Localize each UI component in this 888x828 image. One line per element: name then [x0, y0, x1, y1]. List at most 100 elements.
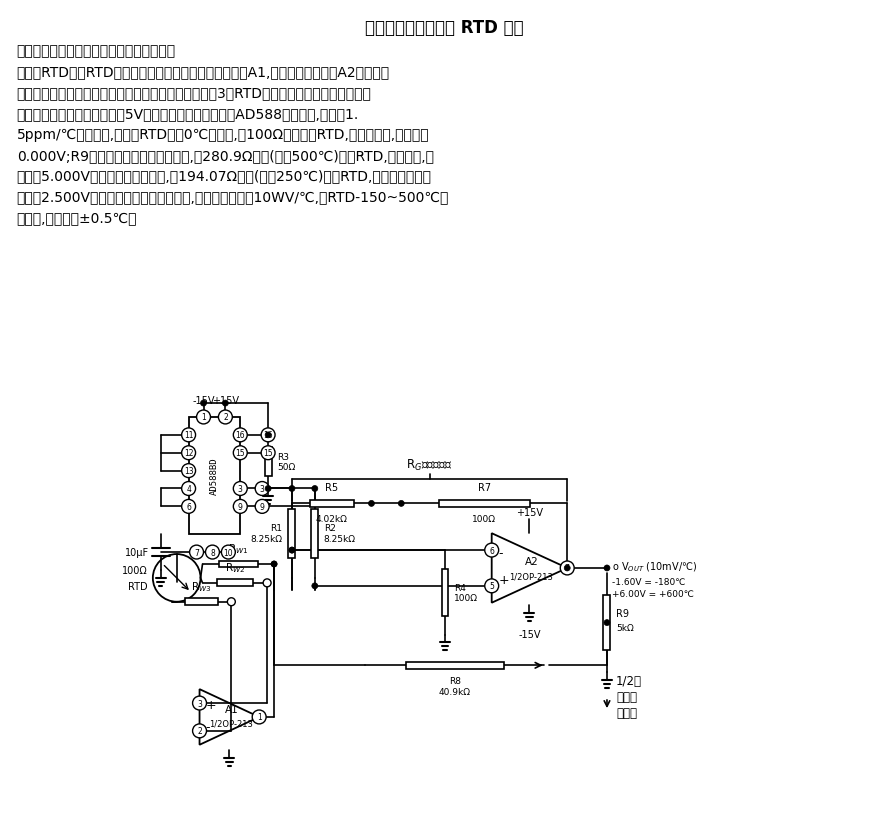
Text: 4.02kΩ: 4.02kΩ	[316, 515, 347, 523]
Text: 5ppm/℃。校准时,首先将RTD插入0℃的冰中,用100Ω电阻代曽RTD,调零电位器,供输出为: 5ppm/℃。校准时,首先将RTD插入0℃的冰中,用100Ω电阻代曽RTD,调零…	[17, 128, 429, 142]
Text: 15: 15	[235, 449, 245, 458]
Text: 1: 1	[202, 413, 206, 422]
Text: 8: 8	[210, 548, 215, 557]
Text: R4
100Ω: R4 100Ω	[454, 583, 478, 602]
Text: 3: 3	[259, 484, 265, 493]
Circle shape	[266, 486, 271, 492]
Bar	[439, 500, 530, 508]
Bar	[188, 417, 241, 535]
Text: 电路为超高精度线性 RTD 传感: 电路为超高精度线性 RTD 传感	[365, 19, 523, 36]
Text: 器温度计放大电路。电路通过反馈小量输出: 器温度计放大电路。电路通过反馈小量输出	[17, 45, 176, 59]
Text: 3: 3	[238, 484, 242, 493]
Circle shape	[222, 401, 228, 407]
Text: AD588BD: AD588BD	[210, 457, 219, 495]
Text: -1.60V = -180℃: -1.60V = -180℃	[612, 578, 686, 587]
Circle shape	[604, 620, 610, 626]
Text: R$_{W1}$: R$_{W1}$	[228, 542, 249, 556]
Text: 电压为5.000V。非线性输出校准时,用194.07Ω电阻(等于250℃)代曽RTD,调线性电位器供: 电压为5.000V。非线性输出校准时,用194.07Ω电阻(等于250℃)代曽R…	[17, 170, 432, 184]
Text: 10: 10	[224, 548, 234, 557]
Text: 5kΩ: 5kΩ	[616, 623, 634, 633]
Circle shape	[604, 566, 610, 571]
Circle shape	[271, 561, 277, 567]
Circle shape	[261, 446, 275, 460]
Text: R3
50Ω: R3 50Ω	[277, 452, 296, 472]
Text: 3: 3	[197, 699, 202, 708]
Text: 0.000V;R9线性调节电位器放中间位置,用280.9Ω电阻(等于500℃)代曽RTD,调满量程,供: 0.000V;R9线性调节电位器放中间位置,用280.9Ω电阻(等于500℃)代…	[17, 148, 433, 162]
Circle shape	[261, 428, 275, 442]
Text: 12: 12	[184, 449, 194, 458]
Circle shape	[201, 401, 207, 407]
Circle shape	[234, 482, 247, 496]
Circle shape	[369, 501, 375, 507]
Text: 7: 7	[565, 564, 570, 573]
Text: 1: 1	[257, 713, 262, 721]
Text: A1: A1	[225, 704, 238, 714]
Text: 15: 15	[264, 449, 273, 458]
Bar	[312, 509, 318, 558]
Bar	[185, 599, 218, 605]
Text: 6: 6	[489, 546, 494, 555]
Bar	[406, 662, 504, 669]
Text: 量范围,精度优于±0.5℃。: 量范围,精度优于±0.5℃。	[17, 211, 137, 225]
Circle shape	[193, 696, 207, 710]
Text: 1/2OP-213: 1/2OP-213	[510, 571, 553, 580]
Circle shape	[182, 428, 195, 442]
Circle shape	[221, 546, 235, 560]
Text: 100Ω: 100Ω	[123, 566, 148, 575]
Text: 信号至RTD，使RTD桥线性化。图中桥的左臂驱动放大器A1,桥的右臂同样驱动A2放大器零: 信号至RTD，使RTD桥线性化。图中桥的左臂驱动放大器A1,桥的右臂同样驱动A2…	[17, 65, 390, 79]
Circle shape	[263, 579, 271, 587]
Text: 4: 4	[186, 484, 191, 493]
Text: -: -	[205, 720, 210, 734]
Text: -15V: -15V	[193, 396, 215, 406]
Text: 13: 13	[184, 466, 194, 475]
Text: +6.00V = +600℃: +6.00V = +600℃	[612, 590, 694, 599]
Circle shape	[289, 486, 295, 492]
Text: 100Ω: 100Ω	[472, 515, 496, 523]
Circle shape	[255, 500, 269, 513]
Text: 压，这样就消除了放大器共模电压变化所产生的误差。3线RTD用于平衡桥双臂导线电阻，这: 压，这样就消除了放大器共模电压变化所产生的误差。3线RTD用于平衡桥双臂导线电阻…	[17, 86, 371, 100]
Circle shape	[196, 411, 210, 425]
Circle shape	[485, 579, 499, 593]
Circle shape	[193, 724, 207, 738]
Text: 2: 2	[197, 726, 202, 735]
Text: -15V: -15V	[519, 628, 541, 638]
Text: R$_{W2}$: R$_{W2}$	[225, 561, 245, 575]
Text: 输出为2.500V。调满量程和半量程再校准,供放大器输出为10WV/℃,在RTD-150~500℃测: 输出为2.500V。调满量程和半量程再校准,供放大器输出为10WV/℃,在RTD…	[17, 190, 449, 205]
Text: R$_{W3}$: R$_{W3}$	[191, 580, 212, 593]
Text: 10μF: 10μF	[124, 547, 149, 557]
Bar	[604, 595, 610, 650]
Text: 1/2量: 1/2量	[616, 675, 642, 687]
Circle shape	[266, 432, 271, 438]
Text: 6: 6	[186, 503, 191, 511]
Circle shape	[289, 547, 295, 553]
Text: +: +	[205, 698, 216, 710]
Text: 16: 16	[264, 431, 273, 440]
Text: o V$_{OUT}$ (10mV/℃): o V$_{OUT}$ (10mV/℃)	[612, 560, 697, 573]
Circle shape	[252, 710, 266, 724]
Bar	[217, 580, 252, 586]
Text: +15V: +15V	[212, 396, 239, 406]
Circle shape	[190, 546, 203, 560]
Circle shape	[234, 446, 247, 460]
Text: R5: R5	[325, 483, 338, 493]
Circle shape	[218, 411, 233, 425]
Circle shape	[271, 561, 277, 567]
Text: +: +	[499, 574, 510, 587]
Bar	[441, 570, 448, 616]
Circle shape	[234, 428, 247, 442]
Circle shape	[312, 583, 318, 589]
Circle shape	[312, 486, 318, 492]
Circle shape	[182, 465, 195, 478]
Text: 9: 9	[238, 503, 242, 511]
Circle shape	[289, 547, 295, 553]
Circle shape	[182, 500, 195, 513]
Text: -: -	[499, 546, 503, 559]
Text: R1
8.25kΩ: R1 8.25kΩ	[250, 524, 282, 543]
Text: 16: 16	[235, 431, 245, 440]
Circle shape	[182, 446, 195, 460]
Circle shape	[227, 598, 235, 606]
Circle shape	[205, 546, 219, 560]
Bar	[289, 509, 296, 558]
Text: R7: R7	[478, 483, 491, 493]
Text: 2: 2	[223, 413, 227, 422]
